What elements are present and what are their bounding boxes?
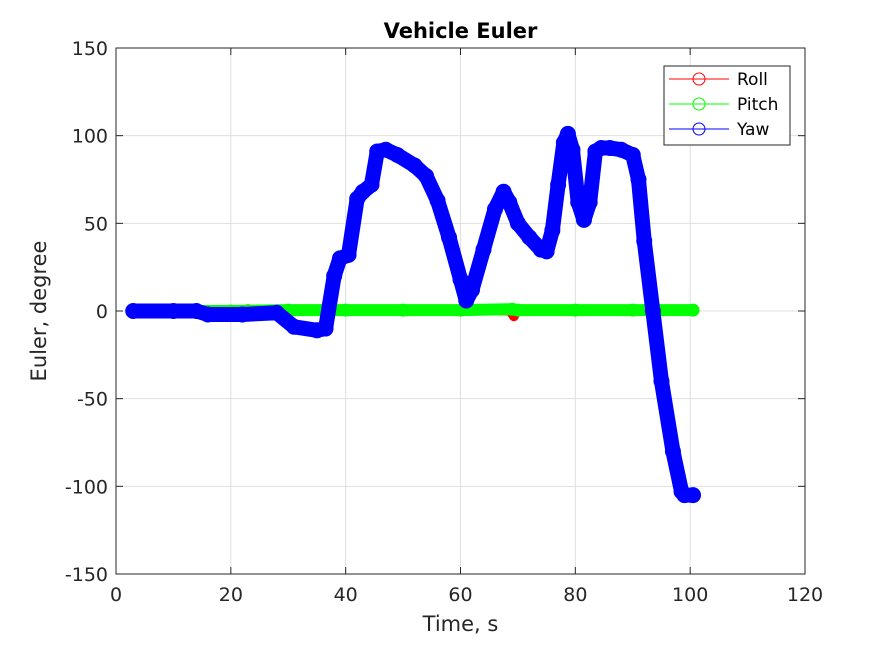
data-point xyxy=(521,229,538,246)
x-tick-label: 120 xyxy=(787,584,823,606)
x-tick-label: 100 xyxy=(672,584,708,606)
x-axis-label: Time, s xyxy=(422,612,499,636)
x-tick-label: 20 xyxy=(219,584,243,606)
data-point xyxy=(575,211,592,228)
data-point xyxy=(630,171,647,188)
data-point xyxy=(626,303,640,317)
data-point xyxy=(339,303,353,317)
data-point xyxy=(636,232,653,249)
x-tick-label: 40 xyxy=(334,584,358,606)
legend-entry: Yaw xyxy=(669,120,769,140)
data-point xyxy=(125,303,142,319)
y-tick-label: -50 xyxy=(77,389,108,411)
y-tick-label: 50 xyxy=(84,213,108,235)
data-point xyxy=(538,243,555,260)
y-tick-label: 100 xyxy=(72,126,108,148)
x-tick-label: 60 xyxy=(448,584,472,606)
data-point xyxy=(664,443,681,460)
data-point xyxy=(234,306,251,323)
data-point xyxy=(285,318,302,335)
data-point xyxy=(581,194,598,211)
data-point xyxy=(389,146,406,163)
data-point xyxy=(686,303,700,317)
data-point xyxy=(418,167,435,184)
data-point xyxy=(559,125,576,142)
data-point xyxy=(363,176,380,193)
data-point xyxy=(475,241,492,258)
legend-entry: Pitch xyxy=(669,95,778,115)
x-tick-label: 80 xyxy=(563,584,587,606)
data-point xyxy=(544,222,561,239)
data-point xyxy=(429,192,446,209)
axis-ticks: 0 20 40 60 80 100 120 150 100 50 0 -50 -100 -150 xyxy=(65,38,823,606)
data-point xyxy=(441,229,458,246)
data-point xyxy=(564,141,581,158)
y-axis-label: Euler, degree xyxy=(27,241,51,382)
data-point xyxy=(685,487,702,504)
data-point xyxy=(653,373,670,390)
data-point xyxy=(165,303,182,319)
data-point xyxy=(550,176,567,193)
legend-label: Roll xyxy=(737,70,768,90)
y-tick-label: -150 xyxy=(65,564,108,586)
legend: Roll Pitch Yaw xyxy=(663,65,791,146)
data-point xyxy=(199,306,216,323)
y-tick-label: 150 xyxy=(72,38,108,60)
data-point xyxy=(406,157,423,174)
data-point xyxy=(624,146,641,163)
chart-title: Vehicle Euler xyxy=(384,19,538,43)
data-point xyxy=(509,215,526,232)
y-tick-label: 0 xyxy=(96,301,108,323)
legend-label: Yaw xyxy=(736,120,769,140)
data-point xyxy=(452,271,469,288)
x-tick-label: 0 xyxy=(110,584,122,606)
data-point xyxy=(644,303,661,319)
data-point xyxy=(511,303,525,317)
legend-entry: Roll xyxy=(669,70,768,90)
series-yaw xyxy=(125,125,702,504)
data-point xyxy=(463,281,480,298)
data-point xyxy=(340,246,357,263)
y-tick-label: -100 xyxy=(65,476,108,498)
data-point xyxy=(501,194,518,211)
data-point xyxy=(486,201,503,218)
data-point xyxy=(268,304,285,321)
data-point xyxy=(568,303,582,317)
data-point xyxy=(396,303,410,317)
legend-marker xyxy=(692,122,706,136)
legend-marker xyxy=(692,72,706,86)
series-layer xyxy=(125,125,702,504)
legend-marker xyxy=(692,97,706,111)
legend-label: Pitch xyxy=(737,95,778,115)
data-point xyxy=(317,320,334,337)
data-point xyxy=(326,267,343,284)
